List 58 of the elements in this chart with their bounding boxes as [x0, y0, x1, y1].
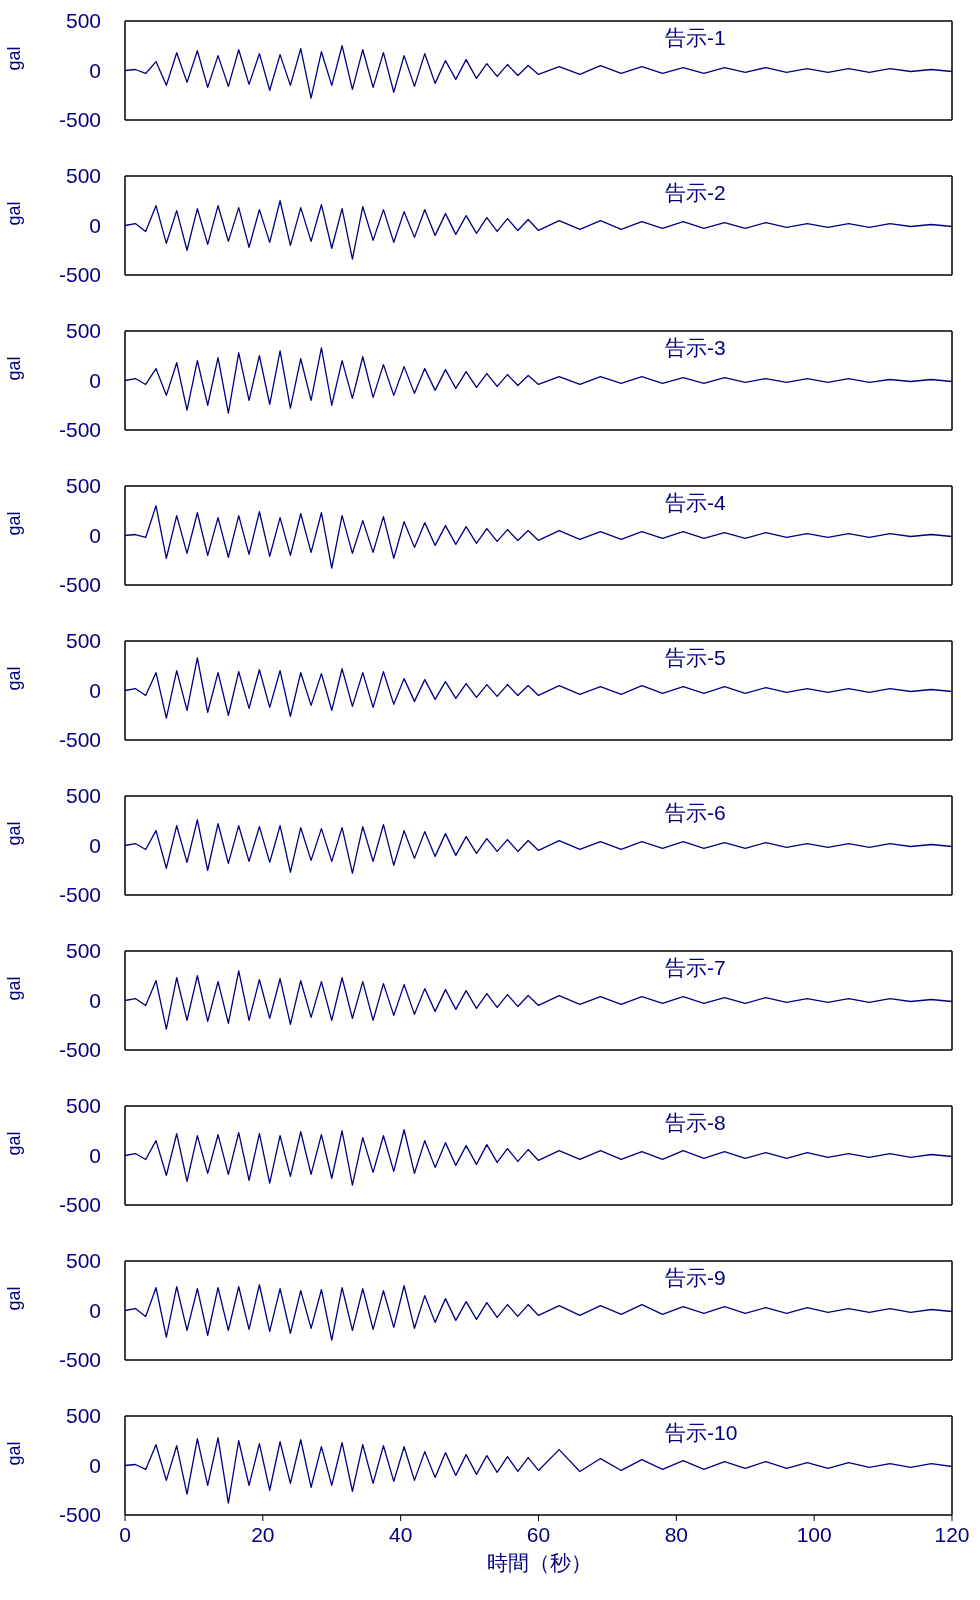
- y-tick-label: 0: [89, 1298, 101, 1322]
- y-axis-title: gal: [4, 46, 25, 71]
- y-axis-title: gal: [4, 1286, 25, 1311]
- y-tick-label: 0: [89, 833, 101, 857]
- y-axis-title: gal: [4, 666, 25, 691]
- y-tick-label: 500: [65, 1404, 101, 1428]
- y-tick-label: 0: [89, 523, 101, 547]
- y-axis-title: gal: [4, 1441, 25, 1466]
- x-axis-title: 時間（秒）: [485, 1550, 593, 1576]
- x-tick-label: 60: [526, 1522, 551, 1546]
- annotation: 告示-8: [665, 1110, 726, 1136]
- annotation: 告示-2: [665, 180, 726, 206]
- y-tick-label: -500: [58, 1503, 101, 1527]
- y-axis-title: gal: [4, 821, 25, 846]
- annotation: 告示-10: [665, 1420, 738, 1446]
- y-axis-title: gal: [4, 976, 25, 1001]
- y-tick-label: 0: [89, 1453, 101, 1477]
- y-tick-label: -500: [58, 1038, 101, 1062]
- y-tick-label: -500: [58, 883, 101, 907]
- annotation: 告示-4: [665, 490, 726, 516]
- y-axis-title: gal: [4, 511, 25, 536]
- annotation: 告示-1: [665, 25, 726, 51]
- annotation: 告示-7: [665, 955, 726, 981]
- y-tick-label: -500: [58, 728, 101, 752]
- y-tick-label: 0: [89, 678, 101, 702]
- annotation: 告示-3: [665, 335, 726, 361]
- y-tick-label: 500: [65, 9, 101, 33]
- y-tick-label: 0: [89, 368, 101, 392]
- y-tick-label: 500: [65, 629, 101, 653]
- y-axis-title: gal: [4, 356, 25, 381]
- y-tick-label: 500: [65, 939, 101, 963]
- y-tick-label: 500: [65, 319, 101, 343]
- y-tick-label: 0: [89, 58, 101, 82]
- x-tick-label: 80: [664, 1522, 689, 1546]
- y-tick-label: 500: [65, 784, 101, 808]
- annotation: 告示-9: [665, 1265, 726, 1291]
- y-tick-label: 0: [89, 988, 101, 1012]
- x-tick-label: 0: [119, 1522, 131, 1546]
- annotation: 告示-6: [665, 800, 726, 826]
- y-tick-label: 500: [65, 474, 101, 498]
- y-axis-title: gal: [4, 1131, 25, 1156]
- y-tick-label: 0: [89, 213, 101, 237]
- x-tick-label: 120: [934, 1522, 970, 1546]
- y-tick-label: -500: [58, 418, 101, 442]
- y-tick-label: -500: [58, 573, 101, 597]
- y-tick-label: -500: [58, 263, 101, 287]
- annotation: 告示-5: [665, 645, 726, 671]
- y-axis-title: gal: [4, 201, 25, 226]
- x-tick-label: 20: [251, 1522, 275, 1546]
- y-tick-label: -500: [58, 108, 101, 132]
- x-tick-label: 40: [388, 1522, 413, 1546]
- y-tick-label: 500: [65, 1094, 101, 1118]
- y-tick-label: 0: [89, 1143, 101, 1167]
- y-tick-label: -500: [58, 1348, 101, 1372]
- y-tick-label: 500: [65, 164, 101, 188]
- x-tick-label: 100: [796, 1522, 832, 1546]
- y-tick-label: -500: [58, 1193, 101, 1217]
- y-tick-label: 500: [65, 1249, 101, 1273]
